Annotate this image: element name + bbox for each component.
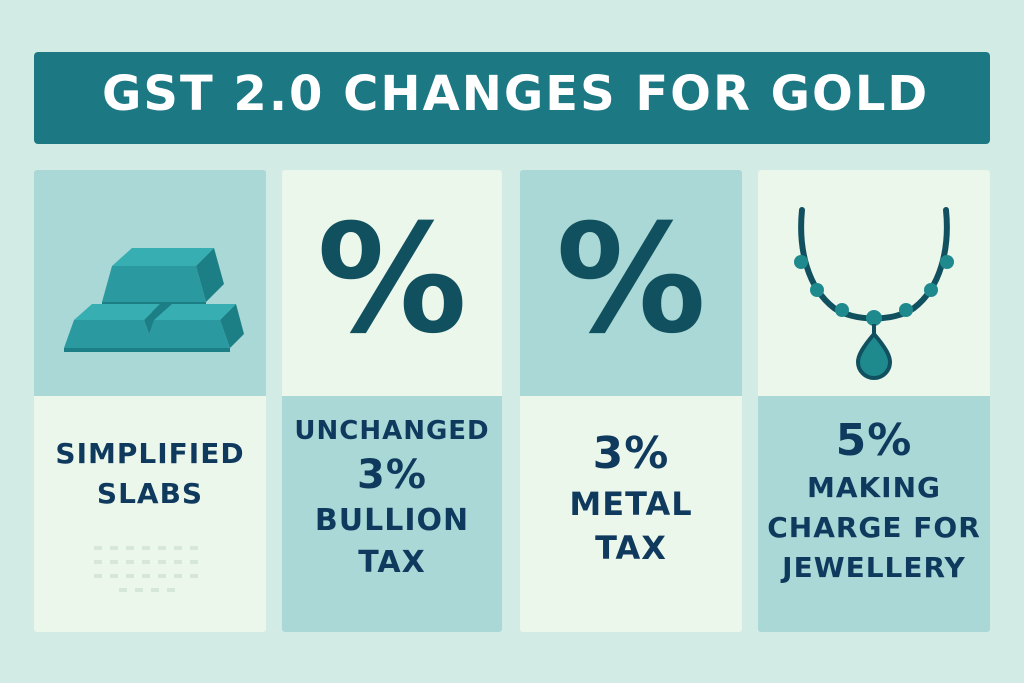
card-label: 3% METAL TAX xyxy=(569,428,693,567)
card-icon-panel xyxy=(34,170,266,396)
percent-icon: % xyxy=(555,193,707,367)
card-text-panel: 5% MAKING CHARGE FOR JEWELLERY xyxy=(758,396,990,632)
card-icon-panel: % xyxy=(520,170,742,396)
card-label: 5% MAKING CHARGE FOR JEWELLERY xyxy=(767,415,981,584)
title-banner: GST 2.0 CHANGES FOR GOLD xyxy=(34,52,990,144)
gold-bars-icon xyxy=(64,248,244,352)
card-text-panel: 3% METAL TAX xyxy=(520,396,742,632)
card-bullion-tax: % UNCHANGED 3% BULLION TAX xyxy=(282,170,502,632)
card-icon-panel: % xyxy=(282,170,502,396)
card-simplified-slabs: SIMPLIFIED SLABS xyxy=(34,170,266,632)
card-text-panel: SIMPLIFIED SLABS xyxy=(34,396,266,632)
percent-icon: % xyxy=(316,193,468,367)
card-label: UNCHANGED 3% BULLION TAX xyxy=(294,416,490,580)
necklace-icon xyxy=(794,207,954,380)
card-making-charge: 5% MAKING CHARGE FOR JEWELLERY xyxy=(758,170,990,632)
page-title: GST 2.0 CHANGES FOR GOLD xyxy=(102,66,930,122)
card-icon-panel xyxy=(758,170,990,396)
card-text-panel: UNCHANGED 3% BULLION TAX xyxy=(282,396,502,632)
card-label: SIMPLIFIED SLABS xyxy=(55,437,245,510)
card-metal-tax: % 3% METAL TAX xyxy=(520,170,742,632)
